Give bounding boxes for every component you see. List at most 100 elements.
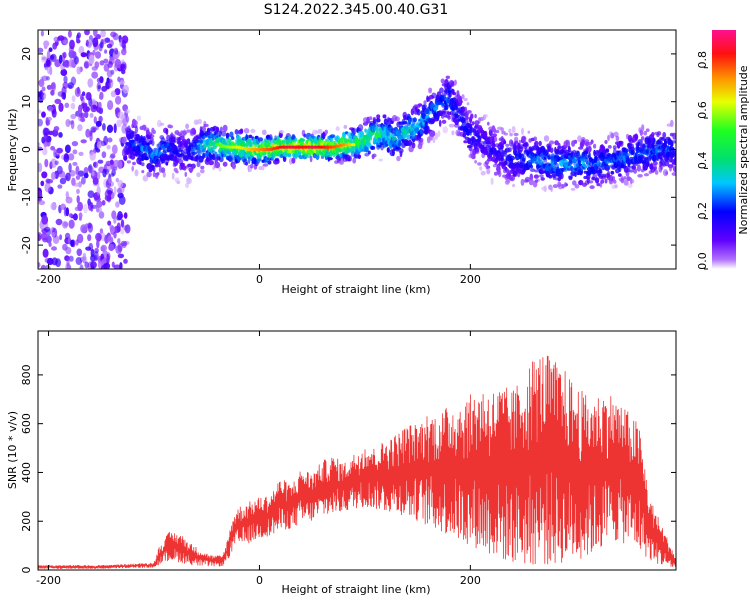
noise-blob <box>59 234 63 241</box>
spectral-blob <box>324 129 328 135</box>
spectral-blob <box>263 163 269 167</box>
spectral-blob <box>196 161 201 168</box>
x-tick-label: 0 <box>256 574 263 587</box>
noise-blob <box>40 264 46 269</box>
noise-blob <box>51 246 57 251</box>
spectral-blob <box>411 142 416 149</box>
noise-blob <box>93 161 99 169</box>
spectral-blob <box>673 150 676 156</box>
noise-blob <box>91 204 98 209</box>
spectral-blob <box>652 161 658 166</box>
snr-frame <box>37 330 677 571</box>
noise-blob <box>117 76 121 83</box>
spectral-blob <box>552 184 559 189</box>
spectral-blob <box>494 129 500 134</box>
spectral-blob <box>509 132 513 137</box>
spectral-blob <box>539 174 544 178</box>
spectral-blob <box>222 124 228 132</box>
noise-blob <box>78 212 83 219</box>
spectral-blob <box>451 130 455 136</box>
spectral-blob <box>640 136 645 141</box>
spectral-blob <box>474 114 477 119</box>
spectral-blob <box>317 128 323 134</box>
spectral-blob <box>467 137 472 145</box>
spectral-blob <box>533 174 540 179</box>
spectral-blob <box>372 153 377 158</box>
spectral-blob <box>416 109 421 116</box>
ridge-peak <box>249 147 255 152</box>
noise-blob <box>70 119 75 130</box>
spectral-blob <box>442 126 448 134</box>
noise-blob <box>50 146 55 151</box>
noise-blob <box>119 79 125 85</box>
noise-blob <box>56 147 63 154</box>
spectral-blob <box>214 161 221 169</box>
spectral-blob <box>670 141 674 147</box>
colorbar-tick-label: 0.2 <box>696 202 709 220</box>
spectral-blob <box>599 168 603 174</box>
spectral-blob <box>391 149 395 157</box>
spectral-blob <box>195 135 199 140</box>
noise-blob <box>110 153 116 159</box>
noise-blob <box>44 182 51 193</box>
spectral-blob <box>146 171 152 178</box>
noise-blob <box>100 30 106 38</box>
colorbar-axes: 0.0 0.2 0.4 0.6 0.8 <box>696 51 709 270</box>
ridge-peak <box>319 145 324 149</box>
noise-blob <box>84 261 89 269</box>
ridge-peak <box>316 145 321 149</box>
noise-blob <box>42 147 48 156</box>
spectral-blob <box>600 175 607 180</box>
spectral-blob <box>643 130 648 136</box>
noise-blob <box>113 166 118 171</box>
spectral-blob <box>243 128 250 134</box>
spectral-blob <box>165 128 169 135</box>
ridge-peak <box>294 145 299 149</box>
ridge-peak <box>310 145 315 149</box>
spectral-blob <box>228 155 234 162</box>
spectral-blob <box>141 162 145 167</box>
spectral-blob <box>470 113 474 119</box>
spectral-blob <box>294 137 298 142</box>
spectral-blob <box>511 183 516 188</box>
spectral-blob <box>434 132 438 140</box>
spectral-blob <box>463 106 468 112</box>
spectral-blob <box>152 129 156 135</box>
spectral-blob <box>511 126 516 134</box>
spectral-blob <box>461 94 465 99</box>
spectral-blob <box>491 136 498 143</box>
noise-blob <box>46 179 54 184</box>
spectral-blob <box>154 164 159 168</box>
noise-blob <box>58 54 63 64</box>
noise-blob <box>38 118 43 127</box>
spectral-blob <box>623 176 627 180</box>
noise-blob <box>68 255 74 262</box>
spectral-blob <box>656 131 662 136</box>
spectral-blob <box>511 141 514 145</box>
spectral-blob <box>186 138 191 145</box>
spectral-blob <box>606 165 611 169</box>
spectral-blob <box>567 146 571 153</box>
spectral-blob <box>540 177 545 181</box>
spectral-blob <box>422 104 428 109</box>
noise-blob <box>70 102 76 110</box>
noise-blob <box>77 112 82 122</box>
spectral-blob <box>248 134 253 139</box>
spectral-blob <box>348 155 352 162</box>
spectral-blob <box>492 133 497 138</box>
spectral-blob <box>568 175 573 179</box>
spectral-blob <box>561 184 565 189</box>
spectral-blob <box>175 170 179 174</box>
noise-blob <box>47 105 54 112</box>
noise-blob <box>116 187 122 194</box>
spectral-blob <box>335 126 340 131</box>
spectral-blob <box>637 174 643 178</box>
noise-blob <box>79 117 86 123</box>
noise-blob <box>38 233 42 242</box>
spectral-blob <box>671 172 676 176</box>
noise-blob <box>71 141 79 147</box>
spectral-blob <box>398 148 404 154</box>
noise-blob <box>111 144 118 155</box>
noise-blob <box>113 186 117 195</box>
spectral-blob <box>176 180 181 185</box>
